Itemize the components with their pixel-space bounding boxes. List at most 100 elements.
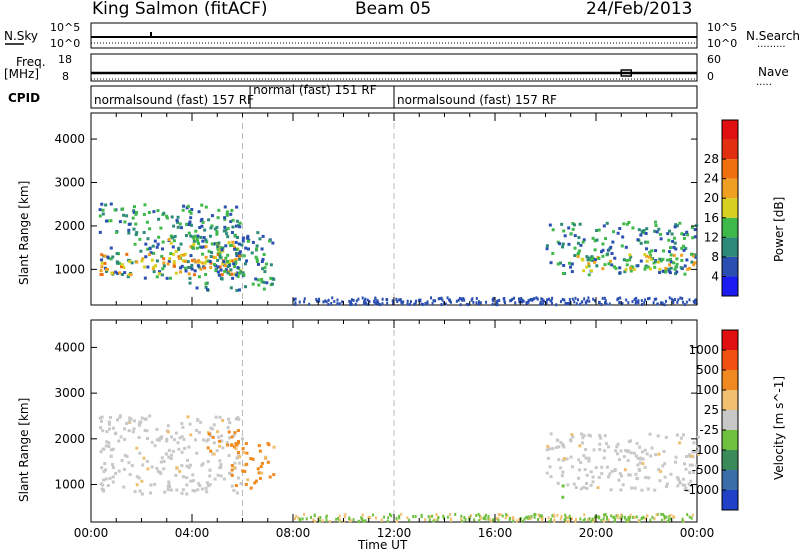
velocity-echo-cell — [637, 468, 641, 472]
power-noise-cell — [604, 301, 607, 305]
power-echo-cell — [645, 259, 649, 263]
power-echo-cell — [158, 270, 162, 274]
velocity-echo-cell — [580, 432, 584, 436]
power-echo-cell — [229, 268, 233, 272]
power-noise-cell — [350, 298, 353, 302]
velocity-echo-cell — [650, 446, 654, 450]
velocity-noise-cell — [390, 514, 393, 518]
beam-label: Beam 05 — [355, 0, 432, 19]
power-noise-cell — [424, 302, 427, 306]
power-echo-cell — [132, 205, 136, 209]
velocity-echo-cell — [217, 435, 221, 439]
power-echo-cell — [639, 233, 643, 237]
power-echo-cell — [238, 221, 242, 225]
power-echo-cell — [602, 224, 606, 228]
power-echo-cell — [217, 273, 221, 277]
power-echo-cell — [246, 234, 250, 238]
velocity-echo-cell — [603, 449, 607, 453]
power-echo-cell — [138, 237, 142, 241]
power-echo-cell — [189, 223, 193, 227]
velocity-echo-cell — [597, 476, 601, 480]
velocity-echo-cell — [244, 442, 248, 446]
velocity-noise-cell — [454, 512, 457, 516]
velocity-echo-cell — [205, 481, 209, 485]
velocity-echo-cell — [683, 462, 687, 466]
power-echo-cell — [234, 257, 238, 261]
power-echo-cell — [223, 217, 227, 221]
velocity-echo-cell — [218, 444, 222, 448]
velocity-echo-cell — [180, 491, 184, 495]
velocity-noise-cell — [297, 516, 300, 520]
power-echo-cell — [162, 257, 166, 261]
power-echo-cell — [272, 277, 276, 281]
power-noise-cell — [331, 296, 334, 300]
velocity-echo-cell — [100, 466, 104, 470]
power-echo-cell — [654, 220, 658, 224]
power-noise-cell — [512, 296, 515, 300]
velocity-noise-cell — [506, 514, 509, 518]
power-echo-cell — [571, 227, 575, 231]
velocity-echo-cell — [202, 438, 206, 442]
velocity-echo-cell — [127, 429, 131, 433]
power-echo-cell — [680, 232, 684, 236]
velocity-echo-cell — [663, 475, 667, 479]
power-echo-cell — [661, 257, 665, 261]
velocity-noise-cell — [629, 513, 632, 517]
power-echo-cell — [191, 246, 195, 250]
power-noise-cell — [395, 297, 398, 301]
power-echo-cell — [98, 230, 102, 234]
power-colorbar-swatch — [722, 178, 738, 199]
power-noise-cell — [637, 299, 640, 303]
velocity-echo-cell — [148, 414, 152, 418]
power-echo-cell — [238, 225, 242, 229]
power-echo-cell — [101, 208, 105, 212]
velocity-echo-cell — [107, 422, 111, 426]
velocity-echo-cell — [559, 466, 563, 470]
velocity-echo-cell — [123, 437, 127, 441]
velocity-noise-cell — [431, 514, 434, 518]
velocity-colorbar-swatch — [722, 450, 738, 470]
velocity-noise-cell — [625, 520, 628, 524]
power-noise-cell — [455, 299, 458, 303]
power-noise-cell — [608, 302, 611, 306]
velocity-echo-cell — [636, 463, 640, 467]
velocity-echo-cell — [127, 461, 131, 465]
velocity-echo-cell — [191, 479, 195, 483]
power-noise-cell — [546, 298, 549, 302]
velocity-echo-cell — [176, 441, 180, 445]
power-echo-cell — [623, 270, 627, 274]
velocity-echo-cell — [206, 460, 210, 464]
power-noise-cell — [327, 302, 330, 306]
velocity-noise-cell — [515, 519, 518, 523]
power-colorbar-tick-label: 20 — [704, 191, 719, 205]
velocity-echo-cell — [571, 465, 575, 469]
power-echo-cell — [179, 253, 183, 257]
power-noise-cell — [350, 302, 353, 306]
velocity-noise-cell — [303, 512, 306, 516]
power-noise-cell — [366, 298, 369, 302]
velocity-noise-cell — [313, 513, 316, 517]
power-echo-cell — [245, 259, 249, 263]
power-echo-cell — [123, 220, 127, 224]
velocity-echo-cell — [693, 450, 697, 454]
power-echo-cell — [618, 266, 622, 270]
velocity-echo-cell — [602, 456, 606, 460]
power-echo-cell — [658, 271, 662, 275]
velocity-echo-cell — [579, 487, 583, 491]
power-echo-cell — [653, 265, 657, 269]
velocity-echo-cell — [177, 447, 181, 451]
power-echo-cell — [189, 234, 193, 238]
velocity-echo-cell — [638, 461, 642, 465]
power-colorbar-label: Power [dB] — [772, 196, 786, 262]
velocity-echo-cell — [664, 435, 668, 439]
velocity-echo-cell — [122, 467, 126, 471]
power-echo-cell — [117, 261, 121, 265]
power-echo-cell — [192, 236, 196, 240]
velocity-echo-cell — [646, 487, 650, 491]
power-noise-cell — [415, 299, 418, 303]
velocity-echo-cell — [249, 486, 253, 490]
velocity-noise-cell — [369, 516, 372, 520]
velocity-echo-cell — [218, 439, 222, 443]
power-noise-cell — [377, 301, 380, 305]
velocity-echo-cell — [599, 436, 603, 440]
